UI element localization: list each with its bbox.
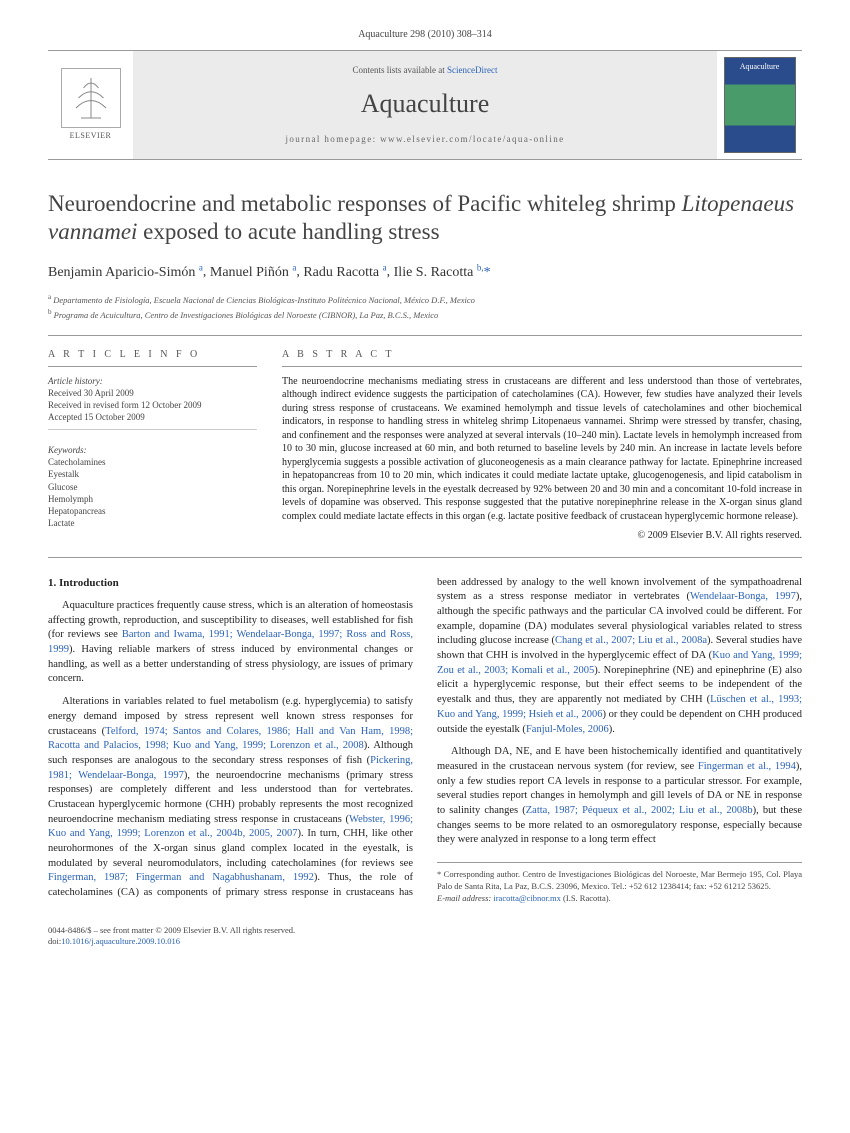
contents-line: Contents lists available at ScienceDirec…: [353, 64, 498, 76]
keyword: Lactate: [48, 517, 257, 529]
intro-heading: 1. Introduction: [48, 576, 413, 591]
ref-6[interactable]: Wendelaar-Bonga, 1997: [690, 591, 796, 602]
history-line: Accepted 15 October 2009: [48, 411, 257, 423]
body-columns: 1. Introduction Aquaculture practices fr…: [48, 576, 802, 905]
keyword: Catecholamines: [48, 456, 257, 468]
article-title: Neuroendocrine and metabolic responses o…: [48, 190, 802, 248]
journal-cover-icon: Aquaculture: [724, 57, 796, 153]
title-pre: Neuroendocrine and metabolic responses o…: [48, 191, 682, 216]
p1b: ). Having reliable markers of stress ind…: [48, 644, 413, 684]
divider-2: [48, 557, 802, 558]
history-line: Received in revised form 12 October 2009: [48, 399, 257, 411]
contents-prefix: Contents lists available at: [353, 65, 447, 75]
doi-label: doi:: [48, 936, 61, 946]
author: Manuel Piñón a: [210, 265, 296, 280]
keywords-block: Keywords: CatecholaminesEyestalkGlucoseH…: [48, 444, 257, 529]
intro-para-3: Although DA, NE, and E have been histoch…: [437, 745, 802, 848]
author-list: Benjamin Aparicio-Simón a, Manuel Piñón …: [48, 261, 802, 283]
copyright-line: © 2009 Elsevier B.V. All rights reserved…: [282, 529, 802, 543]
affiliation: a Departamento de Fisiología, Escuela Na…: [48, 293, 802, 306]
abstract-heading: A B S T R A C T: [282, 348, 802, 367]
article-history: Article history: Received 30 April 2009R…: [48, 375, 257, 431]
journal-title: Aquaculture: [361, 86, 490, 121]
article-info-heading: A R T I C L E I N F O: [48, 348, 257, 367]
author: Ilie S. Racotta b,*: [394, 265, 491, 280]
email-name: (I.S. Racotta).: [563, 893, 611, 903]
keyword: Hepatopancreas: [48, 505, 257, 517]
keyword: Hemolymph: [48, 493, 257, 505]
citation-header: Aquaculture 298 (2010) 308–314: [48, 28, 802, 42]
corresponding-author-footnote: * Corresponding author. Centro de Invest…: [437, 862, 802, 905]
ref-7[interactable]: Chang et al., 2007; Liu et al., 2008a: [555, 635, 707, 646]
publisher-name: ELSEVIER: [70, 131, 112, 142]
title-post: exposed to acute handling stress: [137, 219, 439, 244]
doi-footer: 0044-8486/$ – see front matter © 2009 El…: [48, 925, 802, 948]
journal-homepage: journal homepage: www.elsevier.com/locat…: [285, 133, 564, 145]
author: Benjamin Aparicio-Simón a: [48, 265, 203, 280]
ref-12[interactable]: Zatta, 1987; Péqueux et al., 2002; Liu e…: [526, 805, 753, 816]
keywords-label: Keywords:: [48, 444, 257, 456]
sciencedirect-link[interactable]: ScienceDirect: [447, 65, 497, 75]
journal-banner: ELSEVIER Contents lists available at Sci…: [48, 50, 802, 160]
keyword: Glucose: [48, 481, 257, 493]
cover-thumb-wrap: Aquaculture: [717, 51, 802, 159]
ref-5[interactable]: Fingerman, 1987; Fingerman and Nagabhush…: [48, 872, 314, 883]
ref-10[interactable]: Fanjul-Moles, 2006: [526, 724, 609, 735]
p2j: ).: [609, 724, 615, 735]
divider: [48, 335, 802, 336]
email-label: E-mail address:: [437, 893, 491, 903]
intro-para-1: Aquaculture practices frequently cause s…: [48, 599, 413, 687]
publisher-logo-block: ELSEVIER: [48, 51, 133, 159]
corr-author-text: * Corresponding author. Centro de Invest…: [437, 869, 802, 893]
keyword: Eyestalk: [48, 468, 257, 480]
affiliation: b Programa de Acuicultura, Centro de Inv…: [48, 308, 802, 321]
banner-center: Contents lists available at ScienceDirec…: [133, 51, 717, 159]
history-label: Article history:: [48, 375, 257, 387]
history-line: Received 30 April 2009: [48, 387, 257, 399]
issn-line: 0044-8486/$ – see front matter © 2009 El…: [48, 925, 802, 936]
abstract-text: The neuroendocrine mechanisms mediating …: [282, 375, 802, 524]
ref-11[interactable]: Fingerman et al., 1994: [698, 761, 796, 772]
email-link[interactable]: iracotta@cibnor.mx: [493, 893, 561, 903]
doi-link[interactable]: 10.1016/j.aquaculture.2009.10.016: [61, 936, 180, 946]
elsevier-tree-icon: [61, 68, 121, 128]
author: Radu Racotta a: [303, 265, 386, 280]
